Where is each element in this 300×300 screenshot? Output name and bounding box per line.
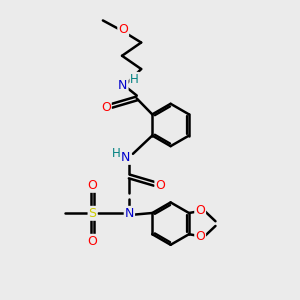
Text: O: O [155,179,165,192]
Text: H: H [112,147,121,160]
Text: H: H [130,73,139,86]
Text: O: O [195,205,205,218]
Text: O: O [195,230,205,243]
Text: O: O [101,101,111,114]
Text: N: N [121,151,130,164]
Text: S: S [88,207,97,220]
Text: O: O [88,179,98,192]
Text: N: N [125,207,134,220]
Text: O: O [88,235,98,248]
Text: N: N [118,79,128,92]
Text: O: O [118,23,128,36]
